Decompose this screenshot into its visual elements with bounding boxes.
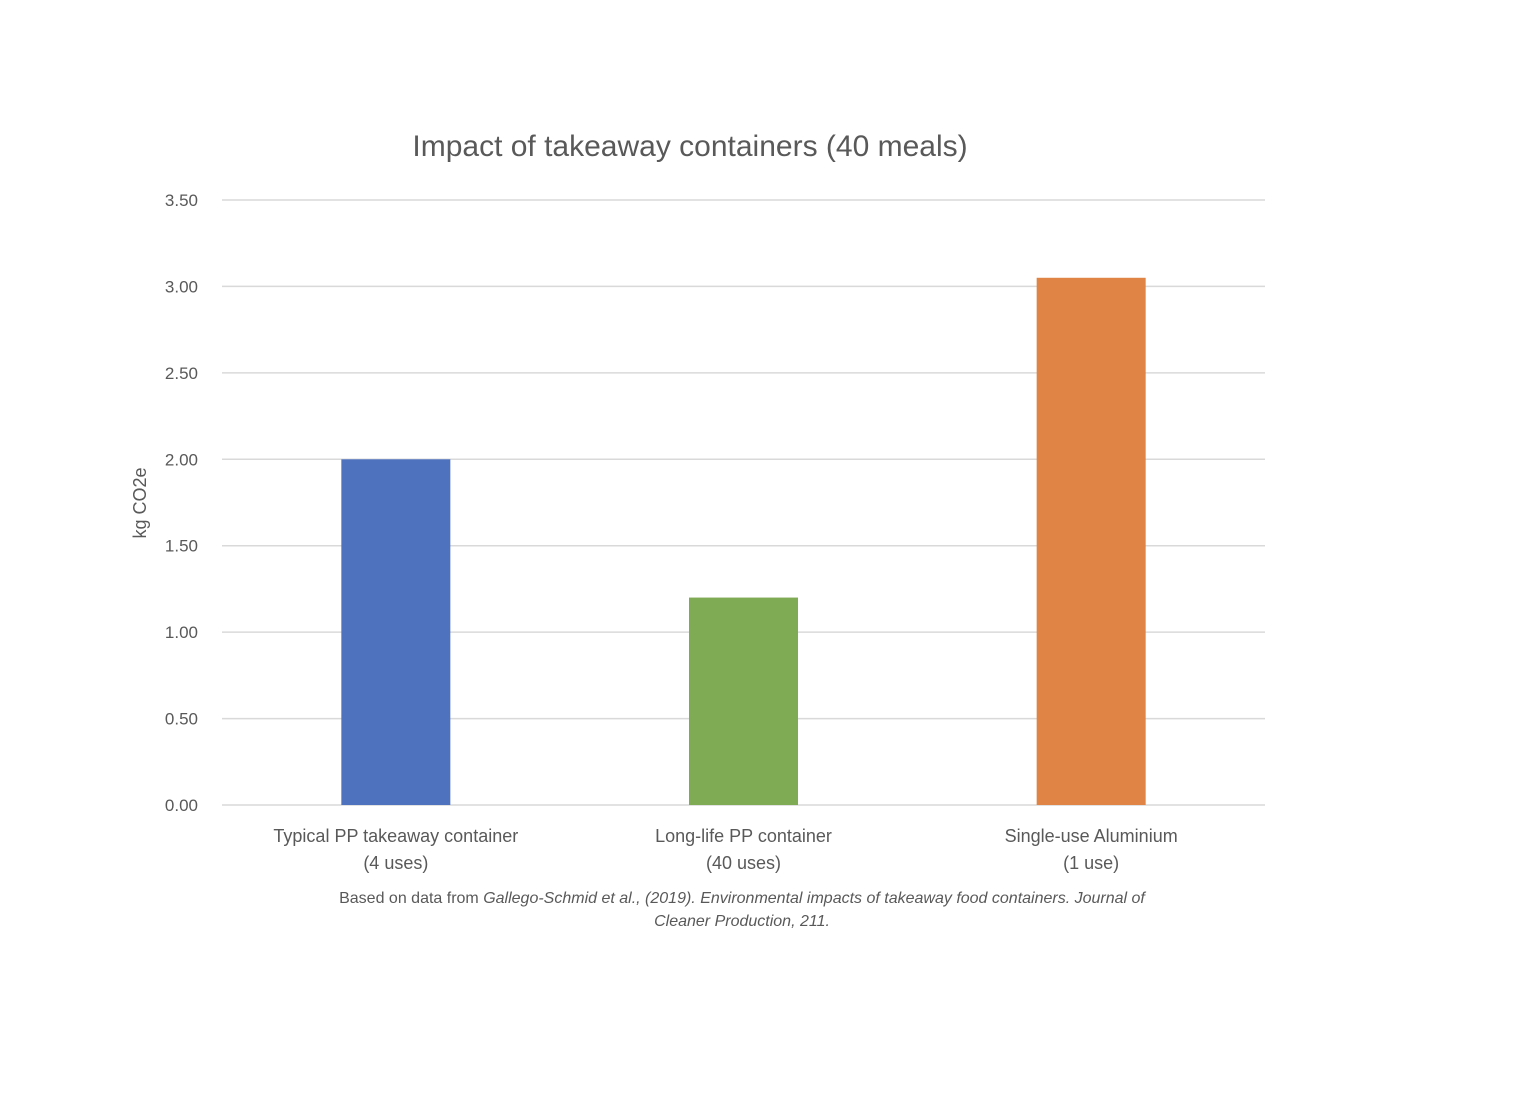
bar (689, 597, 798, 805)
source-prefix: Based on data from (339, 890, 483, 907)
y-axis-label: kg CO2e (130, 467, 150, 538)
category-label: Single-use Aluminium (1005, 826, 1178, 846)
bar (341, 459, 451, 805)
source-note-line1: Based on data from Gallego-Schmid et al.… (339, 890, 1146, 907)
y-tick-label: 2.00 (165, 450, 198, 469)
bars (341, 277, 1146, 805)
y-tick-label: 3.00 (165, 277, 198, 296)
x-axis-categories: Typical PP takeaway container (4 uses) Lon… (273, 826, 1177, 873)
y-tick-label: 1.00 (165, 623, 198, 642)
bar (1036, 277, 1146, 805)
y-tick-label: 0.50 (165, 710, 198, 729)
y-tick-label: 1.50 (165, 537, 198, 556)
category-sublabel: (4 uses) (363, 853, 428, 873)
category-sublabel: (1 use) (1063, 853, 1119, 873)
category-sublabel: (40 uses) (706, 853, 781, 873)
category-label: Long-life PP container (655, 826, 832, 846)
y-tick-label: 2.50 (165, 364, 198, 383)
category-label: Typical PP takeaway container (273, 826, 518, 846)
y-axis-ticks: 0.00 0.50 1.00 1.50 2.00 2.50 3.00 3.50 (165, 191, 198, 815)
source-citation-1: Gallego-Schmid et al., (2019). Environme… (483, 890, 1146, 907)
y-tick-label: 0.00 (165, 796, 198, 815)
source-note-line2: Cleaner Production, 211. (654, 913, 830, 930)
y-tick-label: 3.50 (165, 191, 198, 210)
chart-title: Impact of takeaway containers (40 meals) (412, 130, 967, 163)
